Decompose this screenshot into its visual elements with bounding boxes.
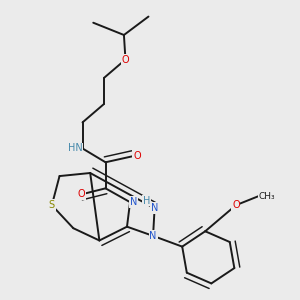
Text: O: O [133,151,141,161]
Text: S: S [49,200,55,210]
Text: N: N [130,197,137,207]
Text: CH₃: CH₃ [259,191,275,200]
Text: HN: HN [68,143,82,154]
Text: O: O [122,55,129,64]
Text: O: O [232,200,240,210]
Text: H: H [143,196,151,206]
Text: N: N [151,203,158,213]
Text: O: O [77,190,85,200]
Text: N: N [149,231,157,241]
